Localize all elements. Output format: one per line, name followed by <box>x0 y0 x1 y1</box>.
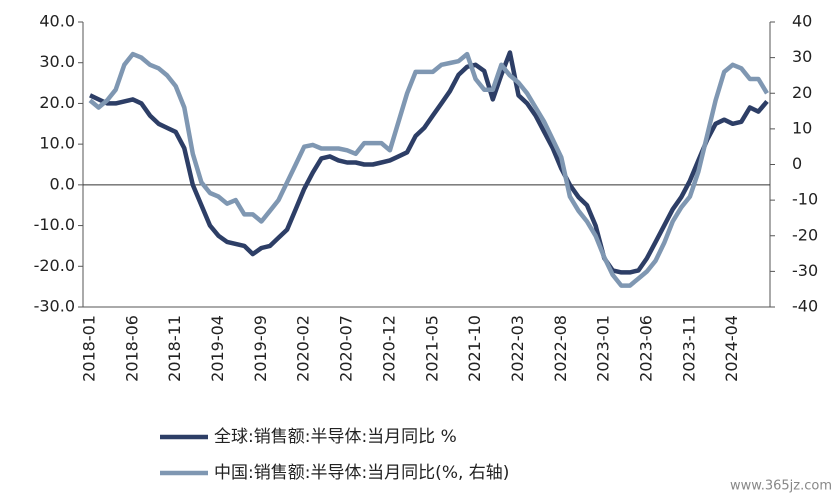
y-tick-label: 40.0 <box>39 12 75 31</box>
x-tick-label: 2022-08 <box>551 315 570 382</box>
y2-tick-label: -40 <box>792 297 818 316</box>
x-tick-label: 2018-01 <box>80 315 99 382</box>
series-line <box>89 50 769 275</box>
legend-label: 中国:销售额:半导体:当月同比(%, 右轴) <box>214 463 509 483</box>
x-tick-label: 2020-12 <box>379 315 398 382</box>
x-tick-label: 2023-11 <box>679 315 698 382</box>
y2-tick-label: -10 <box>792 190 818 209</box>
y2-tick-label: 0 <box>792 154 802 173</box>
y-tick-label: 30.0 <box>39 52 75 71</box>
x-tick-label: 2019-04 <box>208 315 227 382</box>
y2-tick-label: 10 <box>792 118 812 137</box>
x-tick-label: 2024-04 <box>722 315 741 382</box>
y-tick-label: 10.0 <box>39 134 75 153</box>
x-tick-label: 2023-01 <box>594 315 613 382</box>
y2-tick-label: 30 <box>792 47 812 66</box>
y-tick-label: 0.0 <box>50 174 75 193</box>
y2-tick-label: 20 <box>792 83 812 102</box>
y-tick-label: -20.0 <box>34 256 75 275</box>
x-tick-label: 2020-07 <box>337 315 356 382</box>
x-tick-label: 2018-06 <box>122 315 141 382</box>
watermark: www.365jz.com <box>730 479 832 494</box>
x-tick-label: 2021-10 <box>465 315 484 382</box>
series-line <box>88 51 769 288</box>
x-tick-label: 2019-09 <box>251 315 270 382</box>
y-tick-label: 20.0 <box>39 93 75 112</box>
x-tick-label: 2023-06 <box>637 315 656 382</box>
x-tick-label: 2018-11 <box>165 315 184 382</box>
y-tick-label: -30.0 <box>34 297 75 316</box>
x-tick-label: 2022-03 <box>508 315 527 382</box>
y-tick-label: -10.0 <box>34 215 75 234</box>
x-tick-label: 2021-05 <box>422 315 441 382</box>
legend-label: 全球:销售额:半导体:当月同比 % <box>214 427 457 447</box>
y2-tick-label: -30 <box>792 261 818 280</box>
y2-tick-label: 40 <box>792 12 812 31</box>
y2-tick-label: -20 <box>792 225 818 244</box>
x-tick-label: 2020-02 <box>294 315 313 382</box>
